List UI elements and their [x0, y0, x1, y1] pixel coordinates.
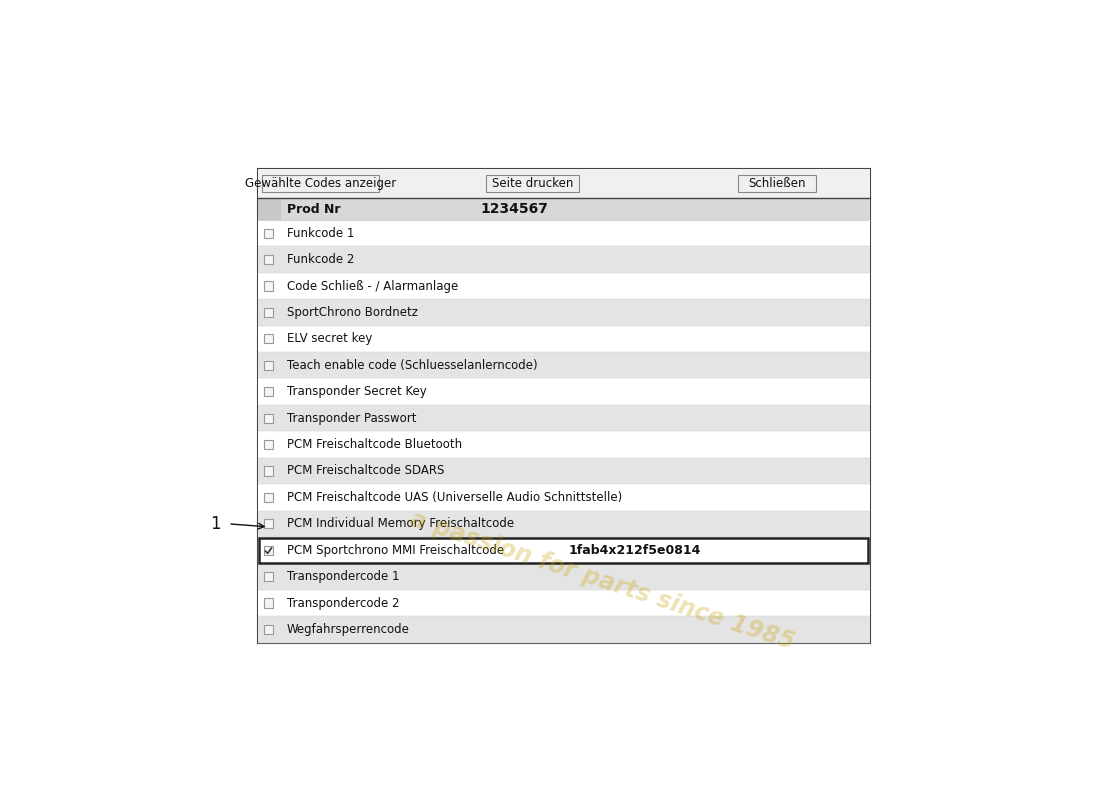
Bar	[257, 299, 870, 326]
Text: ELV secret key: ELV secret key	[287, 332, 373, 346]
Bar	[257, 616, 870, 642]
Bar	[257, 273, 870, 299]
Bar	[738, 175, 815, 192]
Bar	[264, 414, 273, 422]
Bar	[264, 598, 273, 608]
Bar	[264, 493, 273, 502]
Bar	[257, 326, 870, 352]
Bar	[264, 466, 273, 475]
Text: PCM Individual Memory Freischaltcode: PCM Individual Memory Freischaltcode	[287, 518, 514, 530]
Text: PCM Sportchrono MMI Freischaltcode: PCM Sportchrono MMI Freischaltcode	[287, 544, 504, 557]
Bar	[264, 282, 273, 290]
Text: 1: 1	[210, 515, 220, 533]
Bar	[257, 169, 870, 642]
Bar	[257, 510, 870, 537]
Bar	[264, 519, 273, 529]
Text: Prod Nr: Prod Nr	[287, 202, 341, 216]
Bar	[264, 361, 273, 370]
Bar	[264, 255, 273, 264]
Text: SportChrono Bordnetz: SportChrono Bordnetz	[287, 306, 418, 319]
Bar	[260, 538, 868, 562]
Text: PCM Freischaltcode Bluetooth: PCM Freischaltcode Bluetooth	[287, 438, 462, 451]
Bar	[264, 572, 273, 582]
Bar	[257, 246, 870, 273]
Bar	[264, 334, 273, 343]
Text: Funkcode 1: Funkcode 1	[287, 226, 354, 240]
Text: PCM Freischaltcode UAS (Universelle Audio Schnittstelle): PCM Freischaltcode UAS (Universelle Audi…	[287, 491, 623, 504]
Text: 1fab4x212f5e0814: 1fab4x212f5e0814	[569, 544, 701, 557]
Bar	[264, 308, 273, 317]
Bar	[257, 458, 870, 484]
Bar	[257, 563, 870, 590]
Bar	[257, 198, 870, 220]
Text: Wegfahrsperrencode: Wegfahrsperrencode	[287, 623, 410, 636]
Text: 1234567: 1234567	[481, 202, 549, 216]
Text: a passion for parts since 1985: a passion for parts since 1985	[407, 507, 798, 654]
Text: Seite drucken: Seite drucken	[492, 178, 573, 190]
Bar	[257, 169, 870, 198]
Bar	[264, 625, 273, 634]
Text: Teach enable code (Schluesselanlerncode): Teach enable code (Schluesselanlerncode)	[287, 358, 538, 372]
Bar	[257, 220, 870, 246]
Bar	[257, 537, 870, 563]
Bar	[264, 440, 273, 449]
Text: PCM Freischaltcode SDARS: PCM Freischaltcode SDARS	[287, 465, 444, 478]
Bar	[257, 198, 280, 220]
Bar	[257, 378, 870, 405]
Bar	[257, 590, 870, 616]
Bar	[486, 175, 580, 192]
Text: Schließen: Schließen	[748, 178, 805, 190]
Text: Transpondercode 2: Transpondercode 2	[287, 597, 399, 610]
Bar	[257, 405, 870, 431]
Bar	[257, 352, 870, 378]
Text: Transponder Secret Key: Transponder Secret Key	[287, 386, 427, 398]
Bar	[264, 229, 273, 238]
Bar	[264, 387, 273, 396]
Bar	[257, 431, 870, 458]
Bar	[264, 546, 273, 555]
Text: Transponder Passwort: Transponder Passwort	[287, 412, 417, 425]
Bar	[262, 175, 378, 192]
Text: Transpondercode 1: Transpondercode 1	[287, 570, 399, 583]
Bar	[257, 484, 870, 510]
Text: Funkcode 2: Funkcode 2	[287, 253, 354, 266]
Text: Gewählte Codes anzeiger: Gewählte Codes anzeiger	[245, 178, 396, 190]
Text: Code Schließ - / Alarmanlage: Code Schließ - / Alarmanlage	[287, 279, 459, 293]
